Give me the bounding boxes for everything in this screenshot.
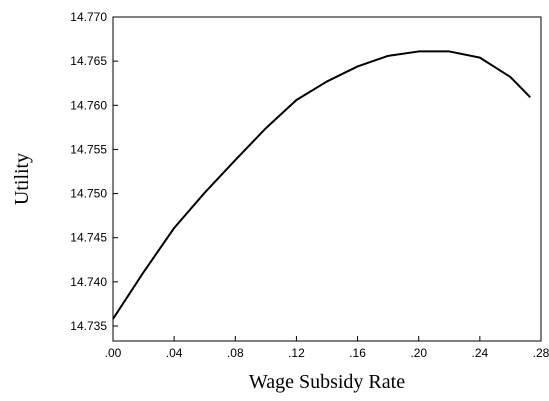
- y-tick-label: 14.765: [70, 54, 107, 68]
- line: [112, 50, 532, 320]
- y-axis-label: Utility: [11, 153, 33, 205]
- x-tick-label: .16: [349, 346, 366, 360]
- plot-frame: [112, 16, 542, 342]
- x-tick-label: .08: [227, 346, 244, 360]
- y-tick-label: 14.755: [70, 142, 107, 156]
- y-tick-label: 14.735: [70, 319, 107, 333]
- x-tick-label: .12: [288, 346, 305, 360]
- y-tick-label: 14.750: [70, 187, 107, 201]
- x-tick-label: .04: [166, 346, 183, 360]
- y-tick-label: 14.745: [70, 231, 107, 245]
- x-tick-label: .20: [410, 346, 427, 360]
- x-tick-label: .28: [533, 346, 549, 360]
- y-tick-label: 14.740: [70, 275, 107, 289]
- y-tick-label: 14.770: [70, 10, 107, 24]
- x-axis-label: Wage Subsidy Rate: [249, 371, 405, 393]
- y-tick-label: 14.760: [70, 98, 107, 112]
- x-tick-label: .00: [105, 346, 122, 360]
- x-tick-label: .24: [472, 346, 489, 360]
